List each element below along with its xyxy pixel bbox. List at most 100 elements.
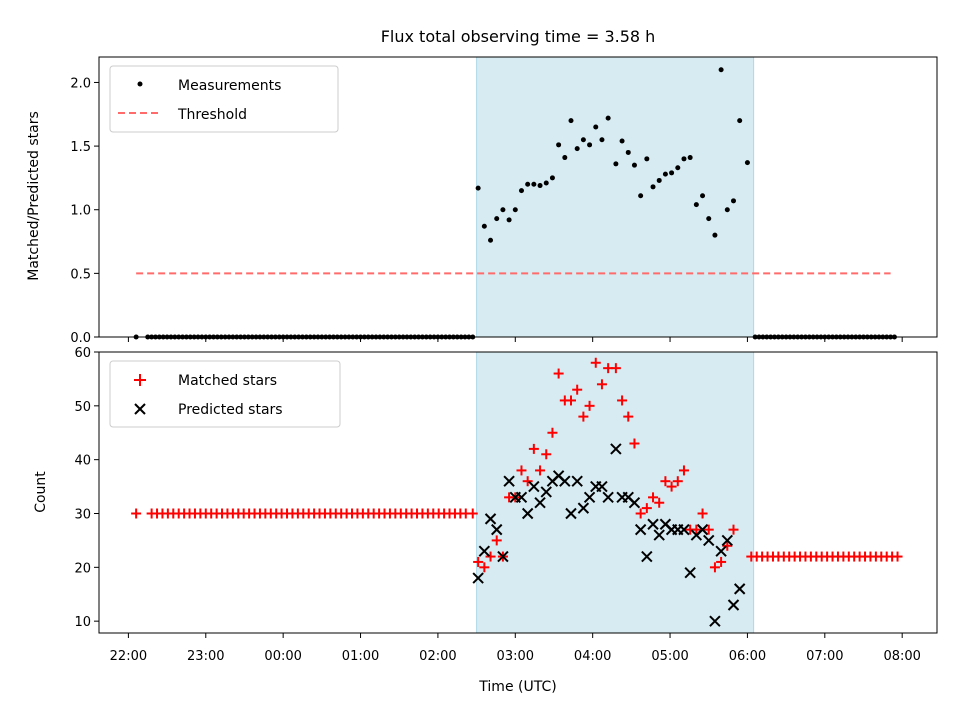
matched-star-point [467, 508, 478, 519]
measurement-point [724, 207, 730, 213]
bottom-y-tick-label: 40 [74, 454, 91, 469]
legend-measurements-label: Measurements [178, 78, 281, 94]
measurement-point [605, 115, 611, 121]
matched-star-point [728, 524, 739, 535]
matched-star-point [892, 551, 903, 562]
predicted-star-point [647, 518, 659, 530]
measurement-point [599, 137, 605, 143]
x-tick-label: 06:00 [729, 649, 766, 664]
measurement-point [506, 217, 512, 223]
legend-bottom-frame [109, 360, 341, 428]
predicted-star-point [540, 486, 552, 498]
predicted-star-point [534, 497, 546, 509]
measurement-point [681, 156, 687, 162]
measurement-point [580, 137, 586, 143]
measurement-point [737, 118, 743, 124]
matched-star-point [617, 395, 628, 406]
bottom-y-tick-label: 20 [74, 561, 91, 576]
predicted-star-point [521, 507, 534, 520]
matched-star-point [590, 357, 601, 368]
matched-star-point [553, 368, 564, 379]
x-axis-label: Time (UTC) [478, 679, 556, 695]
matched-star-point [473, 556, 484, 567]
predicted-star-point [678, 523, 690, 536]
predicted-star-point [709, 615, 721, 627]
x-tick-label: 23:00 [187, 649, 224, 664]
predicted-star-point [478, 545, 491, 557]
measurement-point [706, 216, 712, 222]
predicted-star-point [484, 513, 497, 525]
chart-title: Flux total observing time = 3.58 h [381, 27, 656, 46]
x-axis: 22:00 23:00 00:00 01:00 02:00 03:00 04:00 05:00… [110, 337, 921, 664]
legend-matched-label: Matched stars [178, 373, 277, 389]
predicted-star-point [602, 491, 614, 504]
predicted-star-point [571, 475, 583, 487]
x-tick-label: 05:00 [651, 649, 688, 664]
predicted-star-point [715, 545, 727, 557]
legend-measurements-marker [137, 81, 143, 87]
bottom-panel: 10 20 30 40 50 60 [74, 346, 938, 634]
measurement-point [650, 184, 656, 190]
matched-star-point [596, 379, 607, 390]
matched-star-point [716, 556, 727, 567]
matched-star-point [610, 363, 621, 374]
predicted-star-point [721, 534, 734, 547]
matched-star-point [131, 508, 142, 519]
matched-star-point [654, 497, 665, 508]
matched-star-point [722, 540, 733, 551]
predicted-star-point [565, 507, 577, 520]
measurement-point [656, 177, 662, 183]
measurement-point [475, 185, 481, 191]
matched-star-point [578, 411, 589, 422]
predicted-star-point [733, 583, 746, 595]
measurement-point [587, 142, 593, 148]
measurement-point [568, 118, 574, 124]
bottom-y-tick-label: 30 [74, 507, 91, 522]
top-y-tick-label: 1.0 [70, 204, 91, 219]
matched-star-point [623, 411, 634, 422]
measurement-point [712, 232, 718, 238]
top-panel: 0.0 0.5 1.0 1.5 2.0 [70, 56, 938, 346]
x-tick-label: 08:00 [883, 649, 920, 664]
matched-star-point [479, 562, 490, 573]
predicted-star-point [684, 567, 696, 579]
measurement-point [631, 162, 637, 168]
legend-predicted-marker [134, 403, 146, 415]
top-axes-frame [98, 56, 938, 338]
matched-star-point [584, 400, 595, 411]
legend-top: Measurements Threshold [109, 65, 339, 133]
x-tick-label: 22:00 [110, 649, 147, 664]
measurement-point [593, 124, 599, 130]
x-tick-label: 01:00 [342, 649, 379, 664]
matched-star-point [660, 476, 671, 487]
measurement-point [730, 198, 736, 204]
predicted-star-point [491, 523, 503, 536]
measurement-point [488, 237, 494, 243]
predicted-star-point [628, 497, 641, 509]
predicted-star-point [634, 523, 647, 536]
matched-star-point [672, 476, 683, 487]
matched-star-point [485, 551, 496, 562]
measurement-point [531, 181, 537, 187]
measurement-point [500, 207, 506, 213]
legend-matched-marker [134, 374, 146, 386]
legend-top-frame [109, 65, 339, 133]
x-tick-label: 03:00 [497, 649, 534, 664]
matched-star-point [528, 443, 539, 454]
measurement-point [543, 180, 549, 186]
measurement-point [518, 188, 524, 194]
legend-threshold-label: Threshold [177, 107, 247, 123]
matched-star-point [535, 465, 546, 476]
predicted-star-point [583, 491, 596, 504]
matched-star-point [522, 476, 533, 487]
predicted-star-point [528, 480, 540, 493]
matched-star-point [572, 384, 583, 395]
predicted-star-point [515, 491, 528, 504]
predicted-star-point [610, 443, 622, 455]
predicted-star-point [727, 599, 740, 611]
legend-predicted-label: Predicted stars [178, 402, 283, 418]
matched-star-point [629, 438, 640, 449]
top-y-tick-label: 0.0 [70, 331, 91, 346]
measurement-point [525, 181, 531, 187]
